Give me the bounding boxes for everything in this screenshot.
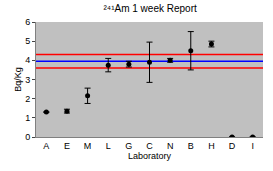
svg-text:H: H — [208, 141, 215, 151]
svg-text:B: B — [188, 141, 194, 151]
svg-text:I: I — [251, 141, 254, 151]
svg-text:6: 6 — [25, 17, 30, 27]
svg-text:E: E — [64, 141, 70, 151]
svg-text:5: 5 — [25, 36, 30, 46]
svg-text:D: D — [229, 141, 236, 151]
svg-text:C: C — [146, 141, 153, 151]
svg-text:0: 0 — [25, 132, 30, 142]
svg-text:G: G — [125, 141, 132, 151]
svg-text:2: 2 — [25, 94, 30, 104]
svg-text:1: 1 — [25, 113, 30, 123]
svg-text:3: 3 — [25, 75, 30, 85]
svg-text:Laboratory: Laboratory — [128, 151, 172, 161]
svg-text:M: M — [84, 141, 92, 151]
svg-text:²⁴¹Am 1 week Report: ²⁴¹Am 1 week Report — [104, 3, 197, 14]
svg-text:N: N — [167, 141, 174, 151]
svg-text:L: L — [106, 141, 111, 151]
svg-text:4: 4 — [25, 55, 30, 65]
svg-text:Bq/Kg: Bq/Kg — [13, 67, 23, 92]
svg-text:A: A — [43, 141, 49, 151]
